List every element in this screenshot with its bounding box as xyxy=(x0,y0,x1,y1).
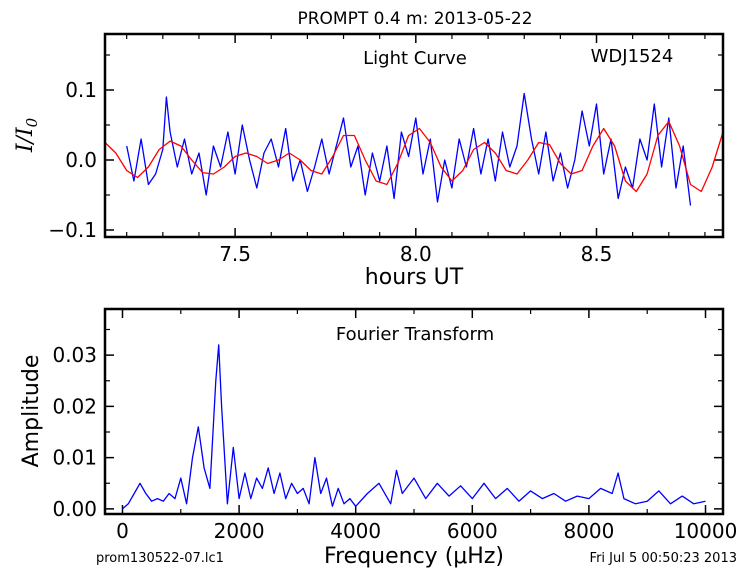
light-curve-ylabel: I/I0 xyxy=(13,117,41,153)
fourier-ytick-label: 0.00 xyxy=(52,497,97,521)
light-curve-annotation: Light Curve xyxy=(363,48,467,69)
fourier-xtick-label: 8000 xyxy=(563,519,614,543)
light-curve-xlabel: hours UT xyxy=(365,265,464,290)
light-curve-series-0 xyxy=(126,92,692,206)
fourier-frame xyxy=(103,307,725,516)
footer-filename: prom130522-07.lc1 xyxy=(96,551,224,566)
fourier-panel: 0 2000 4000 6000 8000 10000 0.00 0.01 0.02 0.03 F… xyxy=(19,307,737,569)
fourier-ytick-label: 0.03 xyxy=(52,343,97,367)
fourier-annotation: Fourier Transform xyxy=(336,324,494,345)
light-curve-series xyxy=(104,92,724,206)
light-curve-frame xyxy=(103,32,725,239)
fourier-series xyxy=(122,344,706,510)
star-name-annotation: WDJ1524 xyxy=(591,46,674,67)
light-curve-ytick-label: 0.0 xyxy=(65,148,97,172)
fourier-xtick-label: 0 xyxy=(116,519,129,543)
light-curve-panel: 7.5 8.0 8.5−0.10.00.1 Light Curve WDJ1524 … xyxy=(13,32,725,290)
fourier-xtick-label: 6000 xyxy=(447,519,498,543)
fourier-ytick-label: 0.02 xyxy=(52,394,97,418)
light-curve-xtick-label: 7.5 xyxy=(219,242,251,266)
fourier-ytick-label: 0.01 xyxy=(52,446,97,470)
light-curve-ytick-label: −0.1 xyxy=(48,218,97,242)
fourier-ylabel: Amplitude xyxy=(19,355,44,468)
light-curve-xtick-label: 8.5 xyxy=(581,242,613,266)
light-curve-xtick-label: 8.0 xyxy=(400,242,432,266)
light-curve-ticks: 7.5 8.0 8.5 −0.1 0.0 0.1 xyxy=(48,34,723,266)
fourier-xtick-label: 10000 xyxy=(674,519,738,543)
fourier-xtick-label: 2000 xyxy=(214,519,265,543)
fourier-ticks: 0 2000 4000 6000 8000 10000 0.00 0.01 0.02 0.03 xyxy=(52,309,737,543)
fourier-xtick-label: 4000 xyxy=(330,519,381,543)
fourier-series-0 xyxy=(122,344,706,510)
light-curve-series-1 xyxy=(104,120,724,193)
footer-timestamp: Fri Jul 5 00:50:23 2013 xyxy=(590,551,737,566)
light-curve-ytick-label: 0.1 xyxy=(65,78,97,102)
fourier-xlabel: Frequency (μHz) xyxy=(324,544,504,569)
figure-title: PROMPT 0.4 m: 2013-05-22 xyxy=(297,9,532,29)
